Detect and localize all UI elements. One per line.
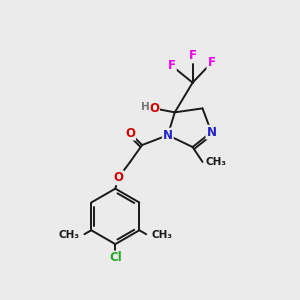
Text: F: F — [168, 59, 176, 72]
Text: CH₃: CH₃ — [206, 157, 226, 167]
Text: F: F — [207, 56, 215, 69]
Text: N: N — [206, 126, 216, 139]
Text: H: H — [141, 102, 149, 112]
Text: F: F — [189, 50, 196, 62]
Text: CH₃: CH₃ — [152, 230, 172, 240]
Text: Cl: Cl — [109, 251, 122, 265]
Text: O: O — [125, 127, 135, 140]
Text: CH₃: CH₃ — [58, 230, 79, 240]
Text: O: O — [113, 171, 123, 184]
Text: N: N — [163, 129, 173, 142]
Text: O: O — [149, 102, 159, 115]
